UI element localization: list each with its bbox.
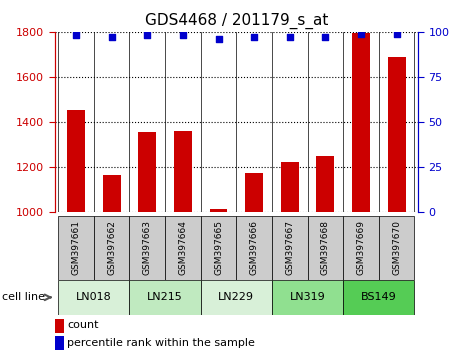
Point bbox=[143, 33, 151, 38]
Point bbox=[393, 31, 400, 36]
Bar bbox=[272, 280, 343, 315]
Point bbox=[286, 34, 294, 40]
Bar bbox=[174, 131, 192, 212]
Text: GSM397670: GSM397670 bbox=[392, 220, 401, 275]
Text: count: count bbox=[67, 320, 99, 330]
Text: GSM397661: GSM397661 bbox=[72, 220, 80, 275]
Bar bbox=[272, 216, 308, 280]
Bar bbox=[281, 162, 299, 212]
Text: LN229: LN229 bbox=[218, 292, 254, 302]
Title: GDS4468 / 201179_s_at: GDS4468 / 201179_s_at bbox=[144, 13, 328, 29]
Bar bbox=[343, 280, 414, 315]
Bar bbox=[55, 319, 64, 333]
Point bbox=[357, 31, 365, 36]
Point bbox=[322, 34, 329, 40]
Text: GSM397669: GSM397669 bbox=[357, 220, 365, 275]
Bar bbox=[308, 216, 343, 280]
Text: GSM397666: GSM397666 bbox=[250, 220, 258, 275]
Bar bbox=[55, 336, 64, 350]
Bar bbox=[245, 173, 263, 212]
Bar bbox=[237, 216, 272, 280]
Bar bbox=[388, 57, 406, 212]
Text: LN018: LN018 bbox=[76, 292, 112, 302]
Text: GSM397665: GSM397665 bbox=[214, 220, 223, 275]
Bar bbox=[67, 110, 85, 212]
Bar bbox=[58, 280, 129, 315]
Bar bbox=[209, 209, 228, 212]
Text: GSM397662: GSM397662 bbox=[107, 220, 116, 275]
Text: GSM397663: GSM397663 bbox=[143, 220, 152, 275]
Bar bbox=[103, 175, 121, 212]
Text: percentile rank within the sample: percentile rank within the sample bbox=[67, 338, 255, 348]
Point bbox=[108, 34, 115, 40]
Text: GSM397664: GSM397664 bbox=[179, 220, 187, 275]
Text: LN319: LN319 bbox=[290, 292, 325, 302]
Point bbox=[72, 33, 80, 38]
Bar bbox=[316, 156, 334, 212]
Bar bbox=[165, 216, 200, 280]
Bar bbox=[58, 216, 94, 280]
Text: LN215: LN215 bbox=[147, 292, 183, 302]
Text: GSM397667: GSM397667 bbox=[285, 220, 294, 275]
Bar bbox=[138, 132, 156, 212]
Point bbox=[179, 33, 187, 38]
Bar bbox=[201, 280, 272, 315]
Bar bbox=[129, 280, 200, 315]
Bar bbox=[201, 216, 237, 280]
Bar bbox=[129, 216, 165, 280]
Bar bbox=[379, 216, 414, 280]
Point bbox=[250, 34, 258, 40]
Text: GSM397668: GSM397668 bbox=[321, 220, 330, 275]
Bar bbox=[352, 33, 370, 212]
Text: cell line: cell line bbox=[2, 292, 46, 302]
Point bbox=[215, 36, 222, 42]
Bar bbox=[94, 216, 129, 280]
Bar bbox=[343, 216, 379, 280]
Text: BS149: BS149 bbox=[361, 292, 397, 302]
